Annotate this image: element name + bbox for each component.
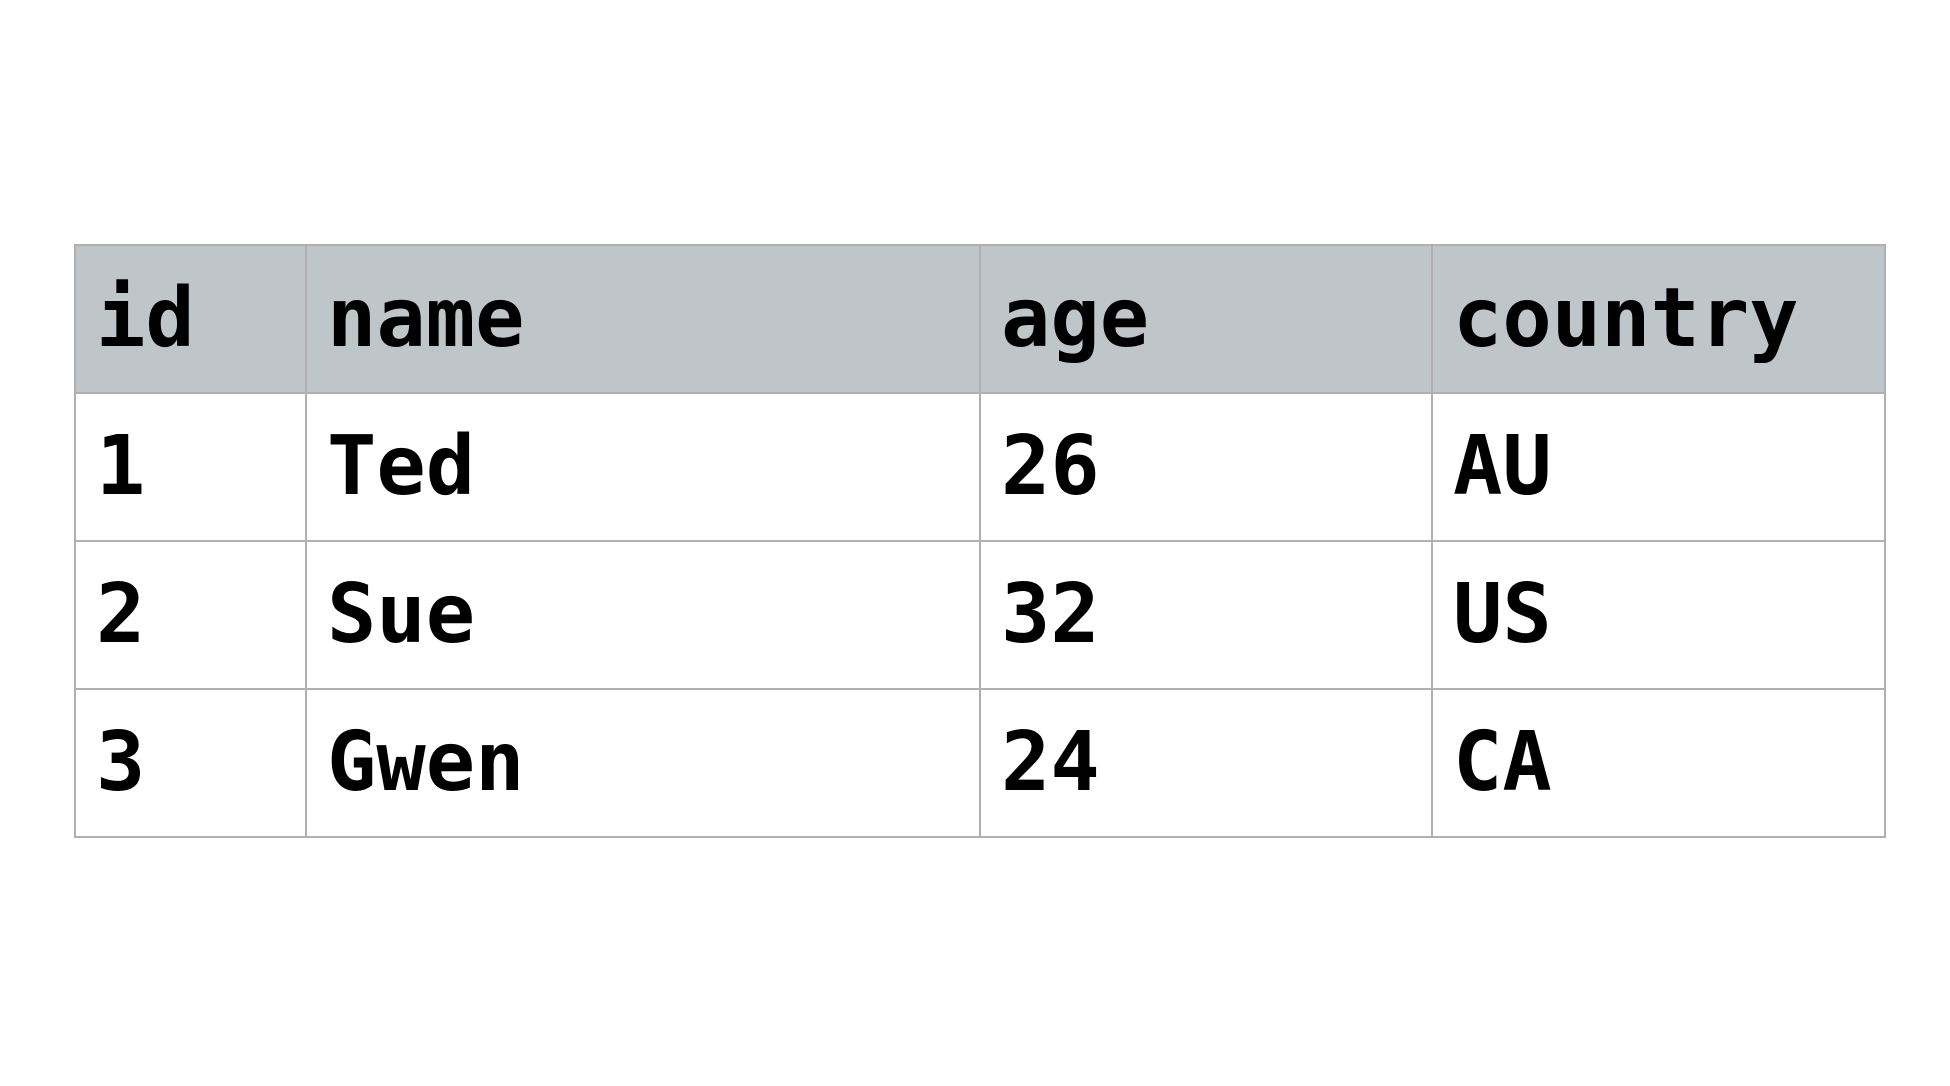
- cell-country: CA: [1431, 688, 1886, 838]
- cell-name: Sue: [305, 540, 981, 690]
- cell-name: Ted: [305, 392, 981, 542]
- table-header: id name age country: [74, 244, 1886, 394]
- table-row: 2 Sue 32 US: [74, 540, 1886, 690]
- cell-id: 1: [74, 392, 307, 542]
- table-row: 3 Gwen 24 CA: [74, 688, 1886, 838]
- column-header-age: age: [979, 244, 1433, 394]
- header-row: id name age country: [74, 244, 1886, 394]
- table-row: 1 Ted 26 AU: [74, 392, 1886, 542]
- cell-id: 2: [74, 540, 307, 690]
- cell-id: 3: [74, 688, 307, 838]
- cell-age: 26: [979, 392, 1433, 542]
- column-header-id: id: [74, 244, 307, 394]
- column-header-country: country: [1431, 244, 1886, 394]
- cell-country: AU: [1431, 392, 1886, 542]
- cell-country: US: [1431, 540, 1886, 690]
- cell-age: 24: [979, 688, 1433, 838]
- table-body: 1 Ted 26 AU 2 Sue 32 US 3 Gwen 24 CA: [74, 392, 1886, 838]
- data-table: id name age country 1 Ted 26 AU 2 Sue 32…: [74, 244, 1886, 838]
- cell-name: Gwen: [305, 688, 981, 838]
- cell-age: 32: [979, 540, 1433, 690]
- column-header-name: name: [305, 244, 981, 394]
